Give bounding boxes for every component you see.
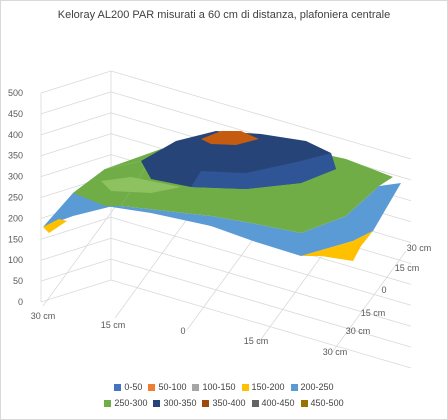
x-tick-2: 0 [180,326,185,336]
z-tick-7: 350 [8,151,23,161]
legend-label-2: 100-150 [202,382,236,392]
legend-swatch-2 [192,383,200,391]
z-grid-left-3 [40,216,112,240]
z-tick-8: 400 [8,130,23,140]
legend-swatch-5 [104,399,112,407]
z-grid-left-10 [40,70,112,94]
floor-grid-x-2 [186,226,263,331]
z-grid-left-2 [40,237,112,261]
legend-swatch-8 [251,399,259,407]
legend-item-2: 100-150 [192,382,236,392]
surface-band-250-300-light [101,177,181,193]
legend-item-0: 0-50 [114,382,142,392]
x-tick-3: 15 cm [244,336,269,346]
legend-label-8: 400-450 [261,398,295,408]
legend-label-0: 0-50 [124,382,143,392]
legend-item-3: 150-200 [241,382,285,392]
z-grid-left-0 [40,279,112,303]
z-tick-9: 450 [8,109,23,119]
y-tick-2: 0 [381,285,386,295]
y-tick-0: 30 cm [407,243,432,253]
x-tick-0: 30 cm [31,311,56,321]
surface-band-200-250-front [105,206,301,256]
floor-grid-x-1 [114,214,191,319]
z-tick-5: 250 [8,193,23,203]
legend-swatch-0 [114,383,122,391]
z-grid-back-2 [110,237,412,327]
z-tick-10: 500 [8,88,23,98]
legend: 0-50 50-100 100-150 150-200 200-250 250-300 3… [1,379,447,415]
y-tick-3: 15 cm [361,308,386,318]
surface-band-150-200-left [43,219,67,233]
legend-label-1: 50-100 [158,382,187,392]
legend-label-3: 150-200 [251,382,285,392]
legend-label-9: 450-500 [310,398,344,408]
legend-item-6: 300-350 [153,398,196,408]
z-grid-left-9 [40,91,112,115]
y-tick-1: 15 cm [395,263,420,273]
legend-label-5: 250-300 [114,398,148,408]
legend-label-6: 300-350 [163,398,197,408]
z-grid-left-6 [40,154,112,177]
x-tick-1: 15 cm [101,320,126,330]
legend-swatch-3 [241,383,249,391]
legend-item-9: 450-500 [300,398,344,408]
z-grid-back-3 [110,216,412,306]
legend-item-1: 50-100 [148,382,186,392]
legend-swatch-1 [148,383,156,391]
legend-item-8: 400-450 [251,398,295,408]
z-tick-4: 200 [8,213,23,223]
z-grid-left-1 [40,258,112,282]
chart-title: Keloray AL200 PAR misurati a 60 cm di di… [57,9,391,21]
legend-item-4: 200-250 [290,382,334,392]
z-grid-back-1 [110,258,412,348]
legend-label-4: 200-250 [300,382,334,392]
floor-grid-x-4 [330,250,407,355]
legend-item-5: 250-300 [104,398,147,408]
axis-ticks: 0 50 100 150 200 250 300 350 400 450 500 30 cm 15 cm… [8,88,431,357]
legend-swatch-6 [153,399,161,407]
legend-item-7: 350-400 [202,398,246,408]
z-grid-back-0 [110,279,412,369]
legend-swatch-9 [300,399,308,407]
y-tick-4: 30 cm [346,326,371,336]
z-tick-2: 100 [8,255,23,265]
legend-row-2: 250-300 300-350 350-400 400-450 450-500 [1,395,447,411]
z-tick-0: 0 [18,297,23,307]
z-grid-left-8 [40,112,112,136]
surface-band-200-250-right [301,183,401,256]
surface-band-350-400-peak [201,131,259,145]
floor-grid-x-0 [42,202,119,307]
legend-label-7: 350-400 [212,398,246,408]
z-tick-3: 150 [8,234,23,244]
z-tick-1: 50 [13,276,23,286]
surface-plot: 0 50 100 150 200 250 300 350 400 450 500 30 cm 15 cm… [8,70,431,369]
surface-band-300-350-face [191,153,336,189]
legend-row-1: 0-50 50-100 100-150 150-200 200-250 [1,379,447,395]
legend-swatch-4 [290,383,298,391]
legend-swatch-7 [202,399,210,407]
floor-grid-x-3 [258,238,335,343]
z-grid-back-10 [110,70,412,160]
surface-mesh [43,131,401,261]
z-grid-left-7 [40,133,112,157]
z-tick-6: 300 [8,172,23,182]
surface-band-150-200-right [301,231,373,261]
x-tick-4: 30 cm [323,347,348,357]
